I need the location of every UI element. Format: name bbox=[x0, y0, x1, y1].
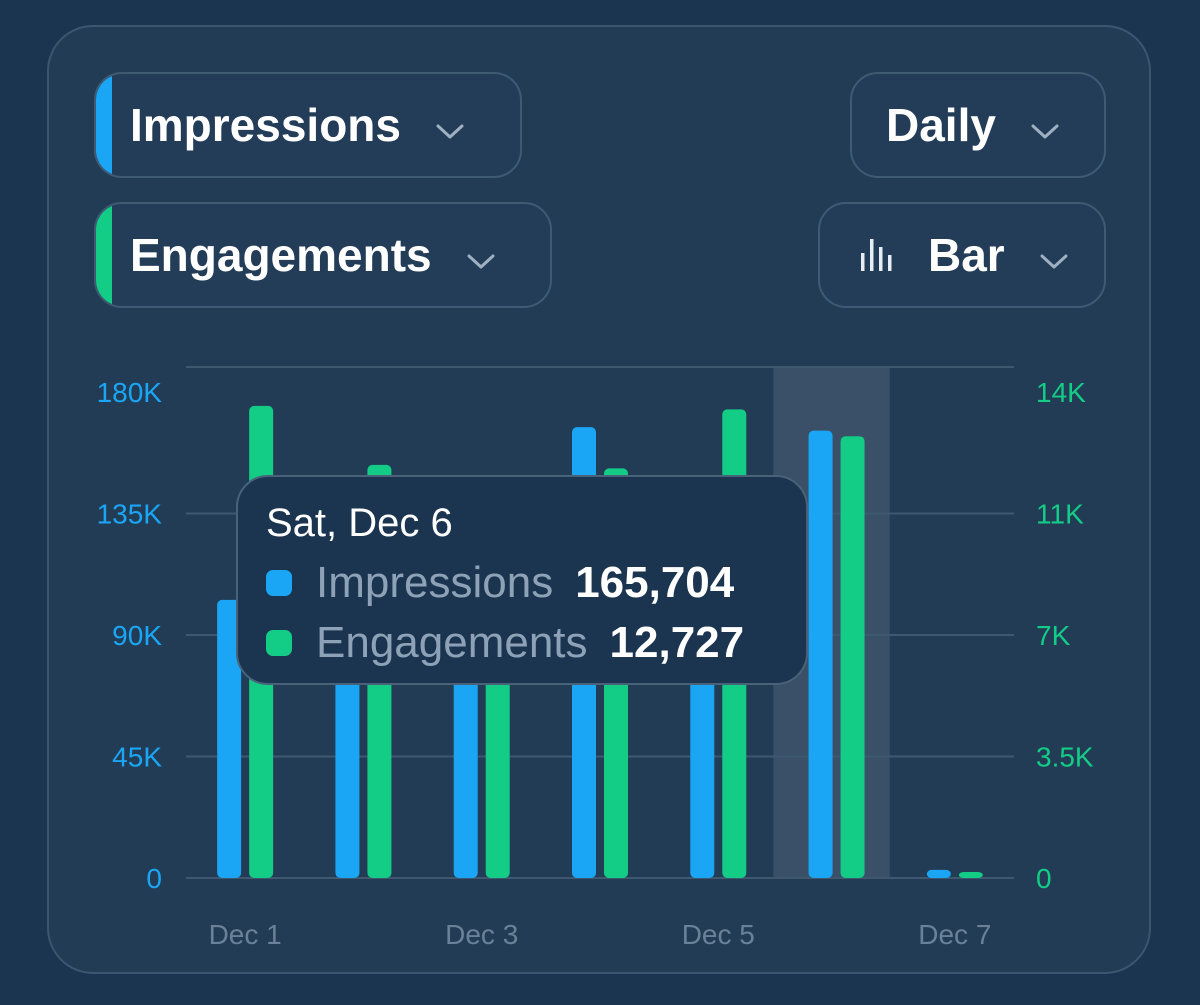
bar-chart-icon bbox=[860, 228, 896, 282]
tooltip-value: 12,727 bbox=[609, 618, 745, 667]
chevron-down-icon bbox=[1030, 98, 1060, 152]
tooltip-row-engagements: Engagements 12,727 bbox=[266, 618, 778, 667]
right-axis-tick-label: 3.5K bbox=[1036, 742, 1094, 773]
metric-selector-engagements[interactable]: Engagements bbox=[94, 202, 552, 308]
engagements-legend-dot bbox=[266, 630, 292, 656]
engagements-bar bbox=[840, 436, 865, 878]
metric-selector-impressions[interactable]: Impressions bbox=[94, 72, 522, 178]
impressions-bar bbox=[808, 430, 833, 878]
chevron-down-icon bbox=[466, 228, 496, 282]
metric-color-swatch bbox=[96, 204, 112, 306]
impressions-bar bbox=[926, 869, 951, 878]
chevron-down-icon bbox=[435, 98, 465, 152]
metric-selector-label: Impressions bbox=[130, 99, 401, 151]
x-axis-tick-label: Dec 7 bbox=[918, 919, 991, 950]
right-axis-tick-label: 0 bbox=[1036, 863, 1052, 894]
left-axis-tick-label: 135K bbox=[97, 499, 163, 530]
right-axis-tick-label: 11K bbox=[1036, 499, 1084, 530]
chevron-down-icon bbox=[1039, 228, 1069, 282]
chart-type-selector[interactable]: Bar bbox=[818, 202, 1106, 308]
left-axis-tick-label: 180K bbox=[97, 377, 163, 408]
impressions-legend-dot bbox=[266, 570, 292, 596]
chart-tooltip: Sat, Dec 6 Impressions 165,704 Engagemen… bbox=[236, 475, 808, 685]
period-selector-label: Daily bbox=[886, 99, 996, 151]
engagements-bar bbox=[958, 872, 983, 878]
impressions-bar bbox=[217, 599, 242, 878]
right-axis-tick-label: 14K bbox=[1036, 377, 1086, 408]
period-selector[interactable]: Daily bbox=[850, 72, 1106, 178]
tooltip-label: Engagements bbox=[316, 618, 588, 667]
tooltip-value: 165,704 bbox=[575, 558, 735, 607]
x-axis-tick-label: Dec 3 bbox=[445, 919, 518, 950]
tooltip-date: Sat, Dec 6 bbox=[266, 501, 453, 545]
right-axis-tick-label: 7K bbox=[1036, 620, 1071, 651]
x-axis-tick-label: Dec 1 bbox=[209, 919, 282, 950]
left-axis-tick-label: 45K bbox=[112, 742, 162, 773]
left-axis-tick-label: 0 bbox=[146, 863, 162, 894]
tooltip-row-impressions: Impressions 165,704 bbox=[266, 558, 778, 607]
metric-selector-label: Engagements bbox=[130, 229, 432, 281]
left-axis-tick-label: 90K bbox=[112, 620, 162, 651]
tooltip-label: Impressions bbox=[316, 558, 554, 607]
metric-color-swatch bbox=[96, 74, 112, 176]
x-axis-tick-label: Dec 5 bbox=[682, 919, 755, 950]
chart-type-label: Bar bbox=[928, 229, 1005, 281]
